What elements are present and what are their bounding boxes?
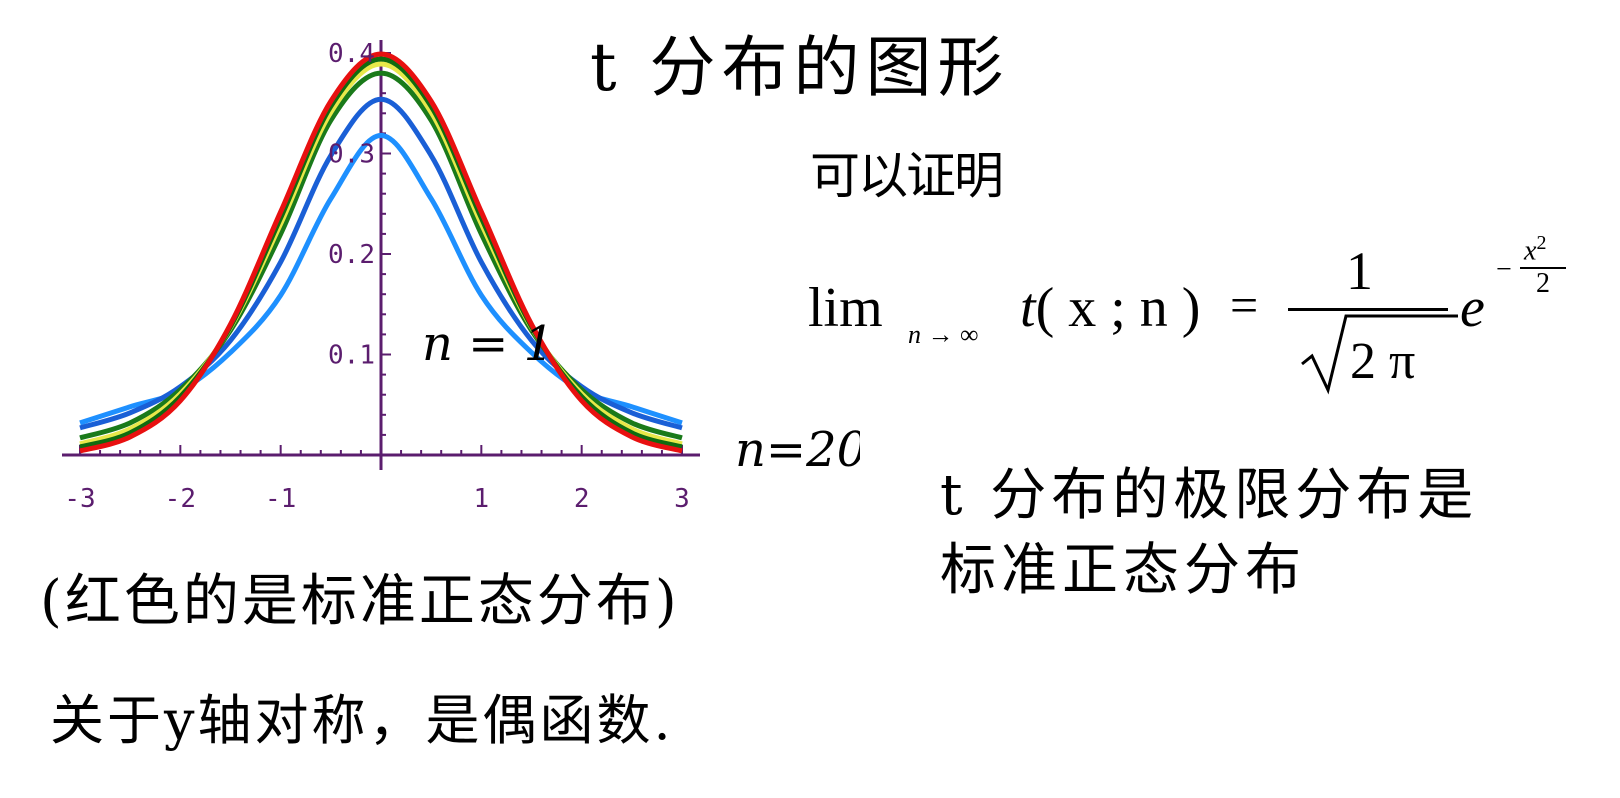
annotation-n-1: n = 1 [422, 316, 554, 372]
chart-axes [62, 40, 700, 470]
symmetry-note: 关于y轴对称，是偶函数. [50, 689, 674, 752]
exponent-denominator: 2 [1536, 268, 1550, 299]
x-tick-label: 3 [674, 484, 690, 514]
y-tick-label: 0.3 [328, 140, 375, 170]
prove-label: 可以证明 [810, 147, 1004, 205]
y-tick-label: 0.4 [328, 39, 375, 69]
formula-lim: lim [808, 277, 883, 339]
formula-subscript: n → ∞ [908, 320, 979, 349]
y-tick-label: 0.1 [328, 341, 375, 371]
sqrt-radicand: 2 π [1350, 333, 1415, 390]
t-distribution-chart: -3 -2 -1 1 2 3 0.1 0.2 0.3 0.4 n = 1 n=20 [62, 39, 860, 514]
limit-text-line1: t 分布的极限分布是 [940, 463, 1479, 528]
formula-numerator: 1 [1346, 241, 1373, 301]
formula-e: e [1460, 277, 1485, 339]
exponent-numerator: x2 [1524, 232, 1547, 267]
x-tick-label: -1 [265, 484, 296, 514]
chart-tick-labels: -3 -2 -1 1 2 3 0.1 0.2 0.3 0.4 [64, 39, 689, 514]
x-tick-label: 1 [474, 484, 490, 514]
page-title: t 分布的图形 [590, 29, 1010, 106]
chart-caption: (红色的是标准正态分布) [40, 569, 680, 634]
x-tick-label: 2 [574, 484, 590, 514]
sqrt-sign-icon [1301, 314, 1458, 395]
sqrt-denominator: 2 π [1301, 314, 1458, 395]
x-tick-label: -2 [165, 484, 196, 514]
formula-equals: = [1230, 277, 1259, 333]
limit-text-line2: 标准正态分布 [940, 538, 1306, 603]
x-tick-label: -3 [64, 484, 95, 514]
series-line-normal [79, 51, 683, 454]
exponent-fraction-bar [1520, 267, 1566, 269]
limit-formula: lim n → ∞ t( x ; n ) = 1 2 π e − x2 2 [808, 232, 1588, 400]
y-tick-label: 0.2 [328, 240, 375, 270]
formula-lhs: t( x ; n ) [1020, 277, 1201, 339]
fraction-bar [1288, 308, 1448, 311]
annotation-n-20: n=20 [735, 422, 860, 478]
chart-curves [79, 51, 683, 454]
exponent-minus: − [1496, 254, 1512, 285]
